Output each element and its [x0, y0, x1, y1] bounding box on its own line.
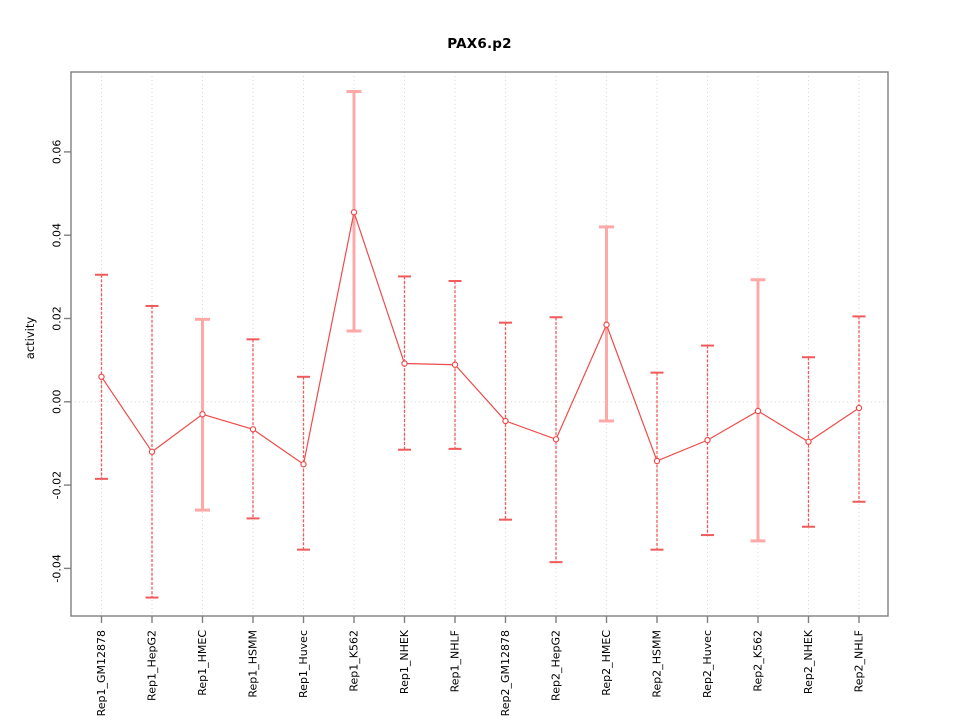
- x-tick-label: Rep2_GM12878: [499, 630, 512, 716]
- svg-text:Rep1_K562: Rep1_K562: [348, 630, 361, 692]
- x-tick-label: Rep1_Huvec: [297, 630, 310, 698]
- svg-text:Rep2_HSMM: Rep2_HSMM: [651, 630, 664, 698]
- y-tick-label: 0.02: [51, 306, 64, 331]
- svg-text:0.04: 0.04: [51, 223, 64, 248]
- x-tick-label: Rep1_HepG2: [146, 630, 159, 701]
- data-point-marker: [249, 426, 257, 433]
- svg-text:Rep1_HMEC: Rep1_HMEC: [196, 630, 209, 696]
- error-bars: [95, 90, 866, 599]
- y-tick-label: -0.02: [51, 471, 64, 499]
- svg-text:Rep2_Huvec: Rep2_Huvec: [701, 630, 714, 698]
- svg-text:Rep2_NHEK: Rep2_NHEK: [802, 629, 815, 694]
- markers: [98, 209, 863, 468]
- x-tick-label: Rep1_HSMM: [247, 630, 260, 698]
- series-line: [101, 209, 860, 466]
- svg-text:Rep1_NHLF: Rep1_NHLF: [449, 630, 462, 692]
- y-tick-label: 0.00: [51, 390, 64, 415]
- data-point-marker: [350, 209, 358, 216]
- x-tick-label: Rep2_HSMM: [651, 630, 664, 698]
- data-point-marker: [98, 373, 105, 381]
- x-tick-label: Rep1_K562: [348, 630, 361, 692]
- x-tick-label: Rep2_K562: [752, 630, 765, 692]
- svg-text:Rep2_NHLF: Rep2_NHLF: [853, 630, 866, 692]
- y-axis: -0.04 -0.02 0.00 0.02 0.04 0.06: [51, 140, 71, 583]
- data-point-marker: [552, 436, 560, 443]
- y-tick-label: 0.04: [51, 223, 64, 248]
- svg-text:-0.04: -0.04: [51, 554, 64, 582]
- svg-text:Rep1_HepG2: Rep1_HepG2: [146, 630, 159, 701]
- data-point-marker: [199, 411, 206, 418]
- x-tick-label: Rep1_NHLF: [449, 630, 462, 692]
- plot-box: [70, 71, 889, 617]
- data-point-marker: [855, 404, 863, 412]
- x-tick-label: Rep1_HMEC: [196, 630, 209, 696]
- data-point-marker: [603, 321, 610, 328]
- svg-text:Rep1_Huvec: Rep1_Huvec: [297, 630, 310, 698]
- svg-text:0.02: 0.02: [51, 306, 64, 331]
- data-point-marker: [451, 361, 459, 368]
- data-point-marker: [300, 461, 307, 468]
- data-point-marker: [653, 457, 661, 465]
- svg-text:0.00: 0.00: [51, 390, 64, 415]
- svg-text:Rep1_HSMM: Rep1_HSMM: [247, 630, 260, 698]
- svg-text:Rep2_HMEC: Rep2_HMEC: [600, 630, 613, 696]
- svg-text:Rep2_HepG2: Rep2_HepG2: [550, 630, 563, 701]
- y-tick-label: -0.04: [51, 554, 64, 582]
- x-tick-label: Rep2_Huvec: [701, 630, 714, 698]
- x-tick-label: Rep2_HepG2: [550, 630, 563, 701]
- x-tick-label: Rep2_NHLF: [853, 630, 866, 692]
- x-axis: Rep1_GM12878 Rep1_HepG2 Rep1_HMEC Rep1_HSMM…: [95, 616, 866, 716]
- y-tick-label: 0.06: [51, 140, 64, 165]
- x-tick-label: Rep1_NHEK: [398, 629, 411, 694]
- svg-text:Rep1_GM12878: Rep1_GM12878: [95, 630, 108, 716]
- data-point-marker: [148, 448, 156, 455]
- x-tick-label: Rep2_HMEC: [600, 630, 613, 696]
- chart-title: PAX6.p2: [447, 36, 512, 52]
- x-tick-label: Rep1_GM12878: [95, 630, 108, 716]
- svg-text:0.06: 0.06: [51, 140, 64, 165]
- data-point-marker: [502, 417, 509, 425]
- data-point-marker: [805, 438, 812, 445]
- svg-text:Rep2_GM12878: Rep2_GM12878: [499, 630, 512, 716]
- svg-text:-0.02: -0.02: [51, 471, 64, 499]
- data-point-marker: [401, 360, 408, 367]
- x-tick-label: Rep2_NHEK: [802, 629, 815, 694]
- gridlines: [71, 72, 888, 616]
- data-point-marker: [704, 436, 711, 444]
- svg-text:Rep1_NHEK: Rep1_NHEK: [398, 629, 411, 694]
- svg-text:Rep2_K562: Rep2_K562: [752, 630, 765, 692]
- data-point-marker: [754, 407, 762, 415]
